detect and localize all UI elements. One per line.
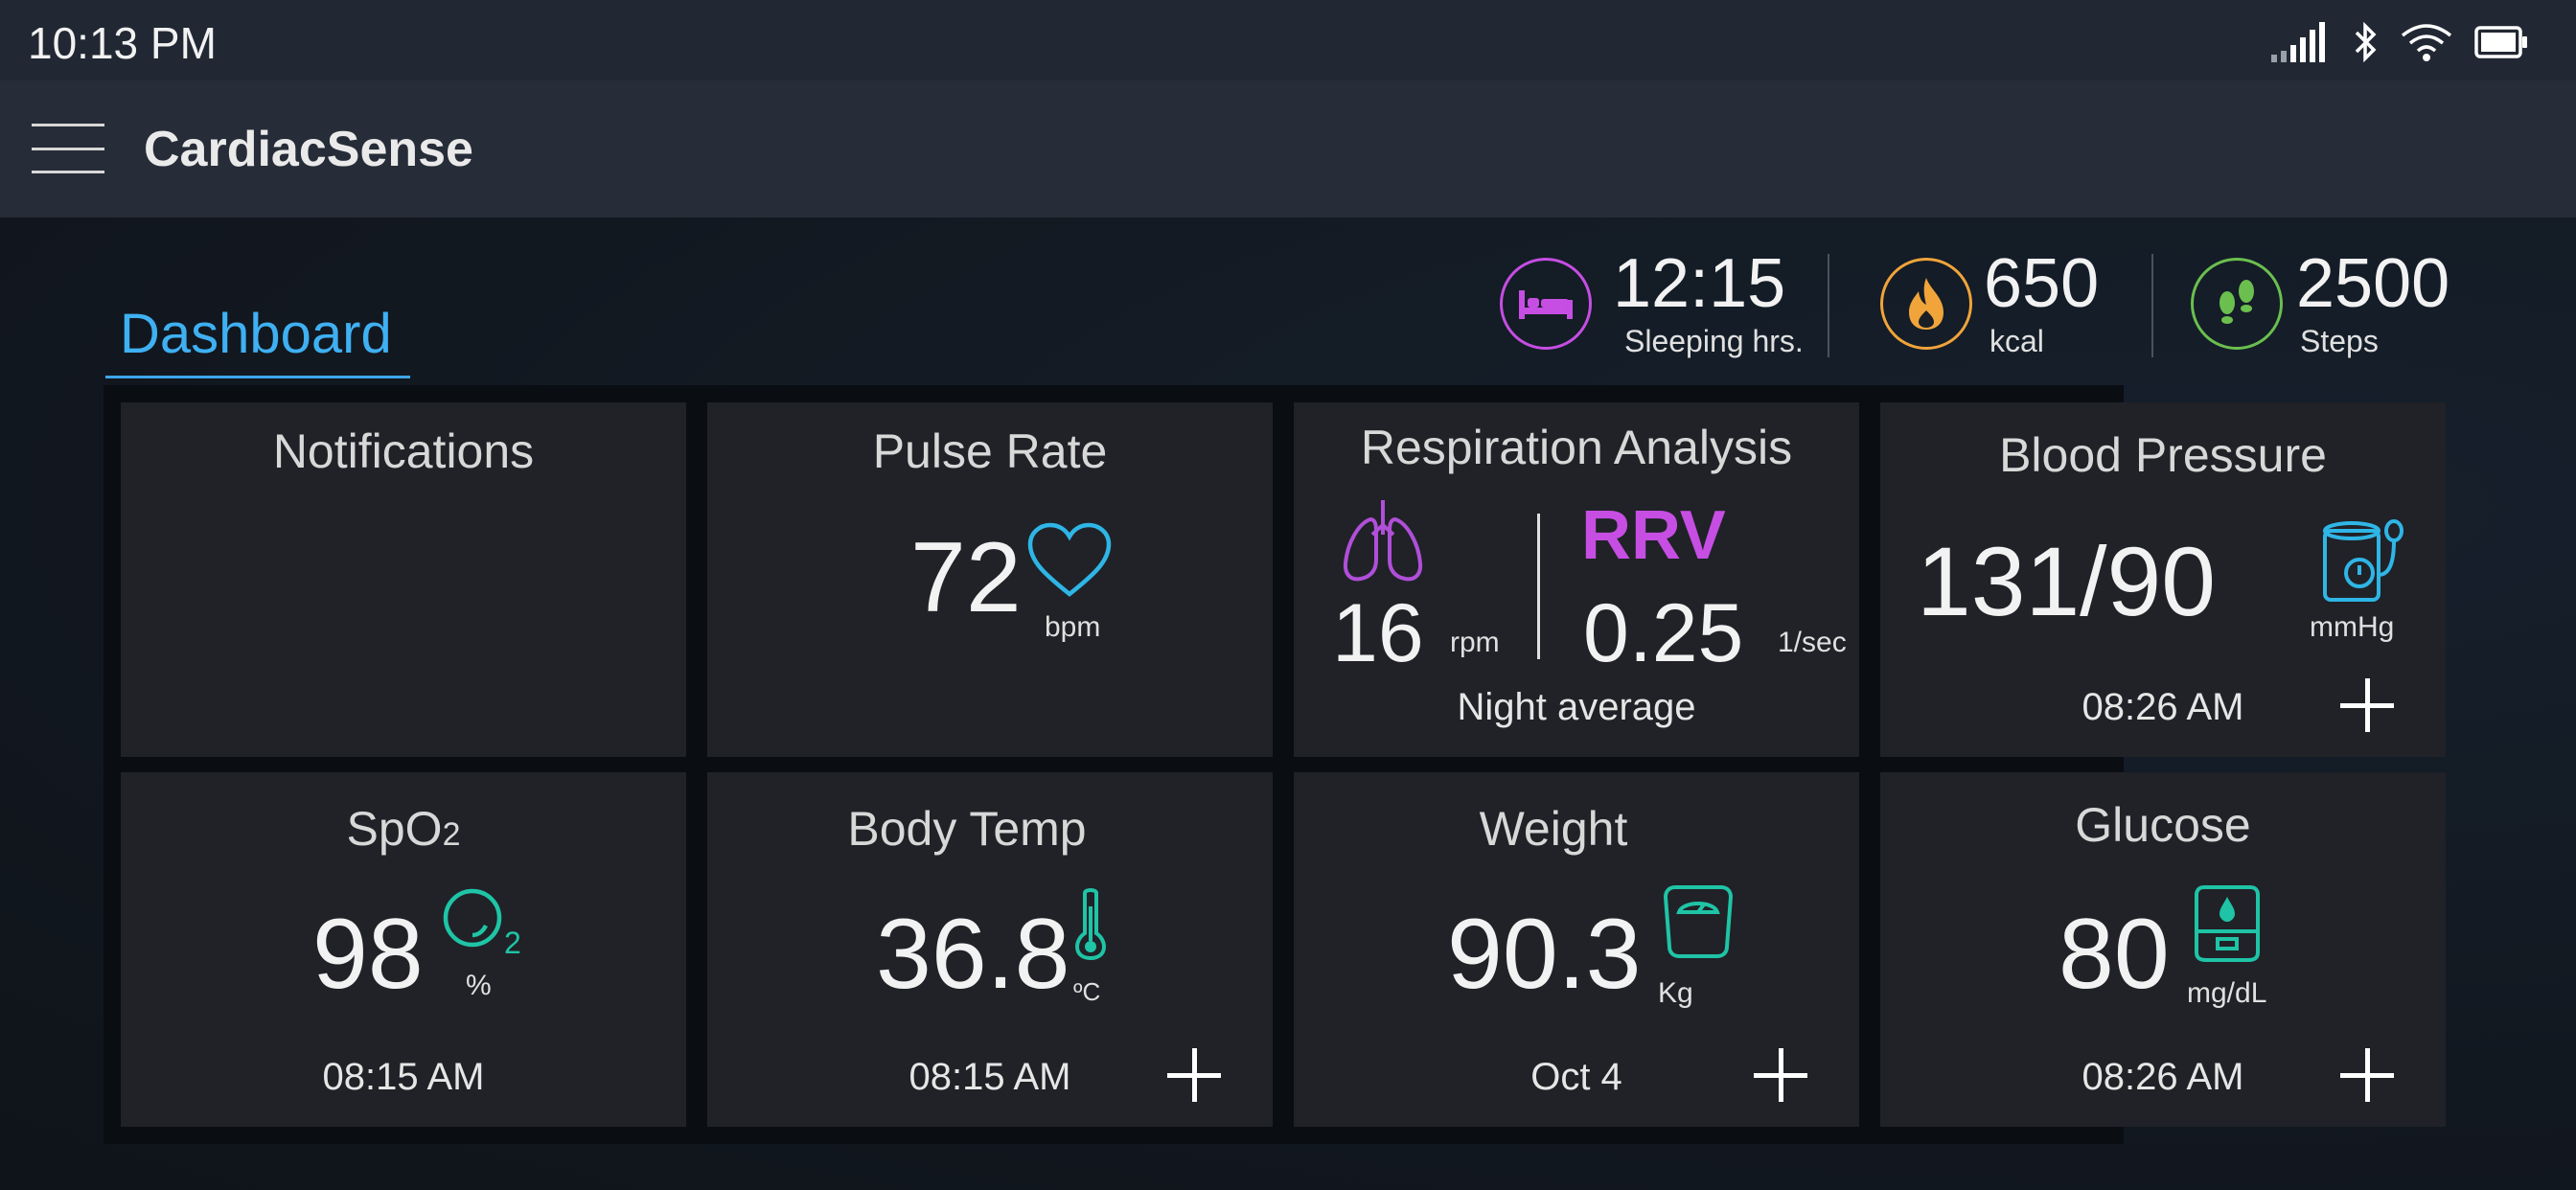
pulse-unit: bpm	[1045, 611, 1101, 643]
lungs-icon	[1343, 500, 1423, 582]
respiration-divider	[1537, 514, 1540, 659]
summary-steps: 2500 Steps	[2191, 246, 2450, 361]
glucometer-icon	[2195, 885, 2260, 962]
blood-pressure-card[interactable]: Blood Pressure 131/90 mmHg 08:26 AM	[1880, 402, 2446, 757]
spo2-unit: %	[466, 970, 492, 1001]
bed-icon	[1500, 258, 1592, 350]
card-title: Notifications	[272, 424, 535, 478]
weight-value: 90.3	[1447, 899, 1642, 1010]
temp-unit: ºC	[1073, 977, 1101, 1006]
oxygen-icon	[443, 888, 502, 948]
pulse-value: 72	[910, 522, 1022, 633]
wifi-icon	[2401, 24, 2452, 61]
app-title: CardiacSense	[144, 122, 473, 177]
thermometer-icon	[1074, 888, 1107, 960]
tab-dashboard[interactable]: Dashboard	[105, 275, 410, 378]
respiration-rate-unit: rpm	[1450, 627, 1500, 658]
spo2-card[interactable]: SpO2 98 2 % 08:15 AM	[121, 772, 686, 1127]
glucose-unit: mg/dL	[2187, 977, 2267, 1009]
tab-label: Dashboard	[120, 303, 392, 365]
respiration-footer: Night average	[1457, 686, 1696, 728]
glucose-time: 08:26 AM	[2082, 1056, 2244, 1098]
scale-icon	[1663, 885, 1734, 958]
temp-time: 08:15 AM	[908, 1056, 1071, 1098]
weight-date: Oct 4	[1530, 1056, 1622, 1098]
main-content: Dashboard 12:15 Sleeping hrs. 650	[0, 217, 2576, 1190]
add-glucose-button[interactable]	[2340, 1048, 2394, 1102]
respiration-rate-value: 16	[1332, 587, 1424, 679]
rrv-unit: 1/sec	[1778, 627, 1847, 658]
rrv-label: RRV	[1581, 497, 1726, 574]
card-title: SpO2	[121, 801, 686, 857]
glucose-card[interactable]: Glucose 80 mg/dL 08:26 AM	[1880, 772, 2446, 1127]
weight-unit: Kg	[1658, 977, 1693, 1009]
spo2-title: SpO	[346, 802, 443, 856]
summary-sleep: 12:15 Sleeping hrs.	[1500, 246, 1804, 361]
temp-value: 36.8	[876, 899, 1070, 1010]
steps-value: 2500	[2296, 244, 2450, 322]
body-temp-card[interactable]: Body Temp 36.8 ºC 08:15 AM	[707, 772, 1273, 1127]
spo2-value: 98	[312, 899, 424, 1010]
status-icons	[2271, 19, 2528, 65]
bp-time: 08:26 AM	[2082, 686, 2244, 728]
app-bar: CardiacSense	[0, 80, 2576, 217]
steps-label: Steps	[2300, 323, 2379, 358]
spo2-title-sub: 2	[442, 816, 461, 853]
summary-divider	[2151, 254, 2153, 357]
card-title: Glucose	[2075, 798, 2251, 852]
bp-value: 131/90	[1917, 527, 2216, 636]
calories-value: 650	[1984, 244, 2100, 322]
dashboard-grid: Notifications Pulse Rate 72 bpm Respirat…	[104, 385, 2446, 1144]
notifications-card[interactable]: Notifications	[121, 402, 686, 757]
flame-icon	[1880, 258, 1972, 350]
spo2-time: 08:15 AM	[322, 1056, 485, 1098]
card-title: Pulse Rate	[872, 424, 1108, 478]
menu-line	[32, 171, 104, 173]
summary-calories: 650 kcal	[1880, 246, 2099, 361]
add-temp-button[interactable]	[1167, 1048, 1221, 1102]
card-title: Blood Pressure	[1999, 428, 2327, 482]
bluetooth-icon	[2355, 22, 2377, 62]
bp-unit: mmHg	[2310, 611, 2395, 643]
menu-button[interactable]	[32, 124, 104, 173]
calories-label: kcal	[1990, 323, 2044, 358]
card-title: Weight	[1479, 802, 1628, 856]
respiration-card[interactable]: Respiration Analysis 16 rpm RRV 0.25 1/s…	[1294, 402, 1859, 757]
card-title: Body Temp	[847, 802, 1087, 856]
add-bp-button[interactable]	[2340, 678, 2394, 732]
menu-line	[32, 124, 104, 126]
bp-monitor-icon	[2323, 519, 2404, 602]
oxygen-icon-sub: 2	[504, 926, 521, 960]
summary-divider	[1828, 254, 1829, 357]
status-bar: 10:13 PM	[0, 0, 2576, 80]
rrv-value: 0.25	[1583, 587, 1744, 679]
add-weight-button[interactable]	[1754, 1048, 1807, 1102]
status-time: 10:13 PM	[28, 18, 217, 68]
glucose-value: 80	[2058, 899, 2170, 1010]
battery-icon	[2474, 26, 2527, 58]
heart-icon	[1027, 522, 1112, 597]
signal-icon	[2271, 22, 2325, 62]
weight-card[interactable]: Weight 90.3 Kg Oct 4	[1294, 772, 1859, 1127]
card-title: Respiration Analysis	[1360, 421, 1793, 474]
footprints-icon	[2191, 258, 2283, 350]
sleep-label: Sleeping hrs.	[1624, 323, 1804, 358]
sleep-value: 12:15	[1613, 244, 1786, 322]
menu-line	[32, 147, 104, 150]
pulse-rate-card[interactable]: Pulse Rate 72 bpm	[707, 402, 1273, 757]
